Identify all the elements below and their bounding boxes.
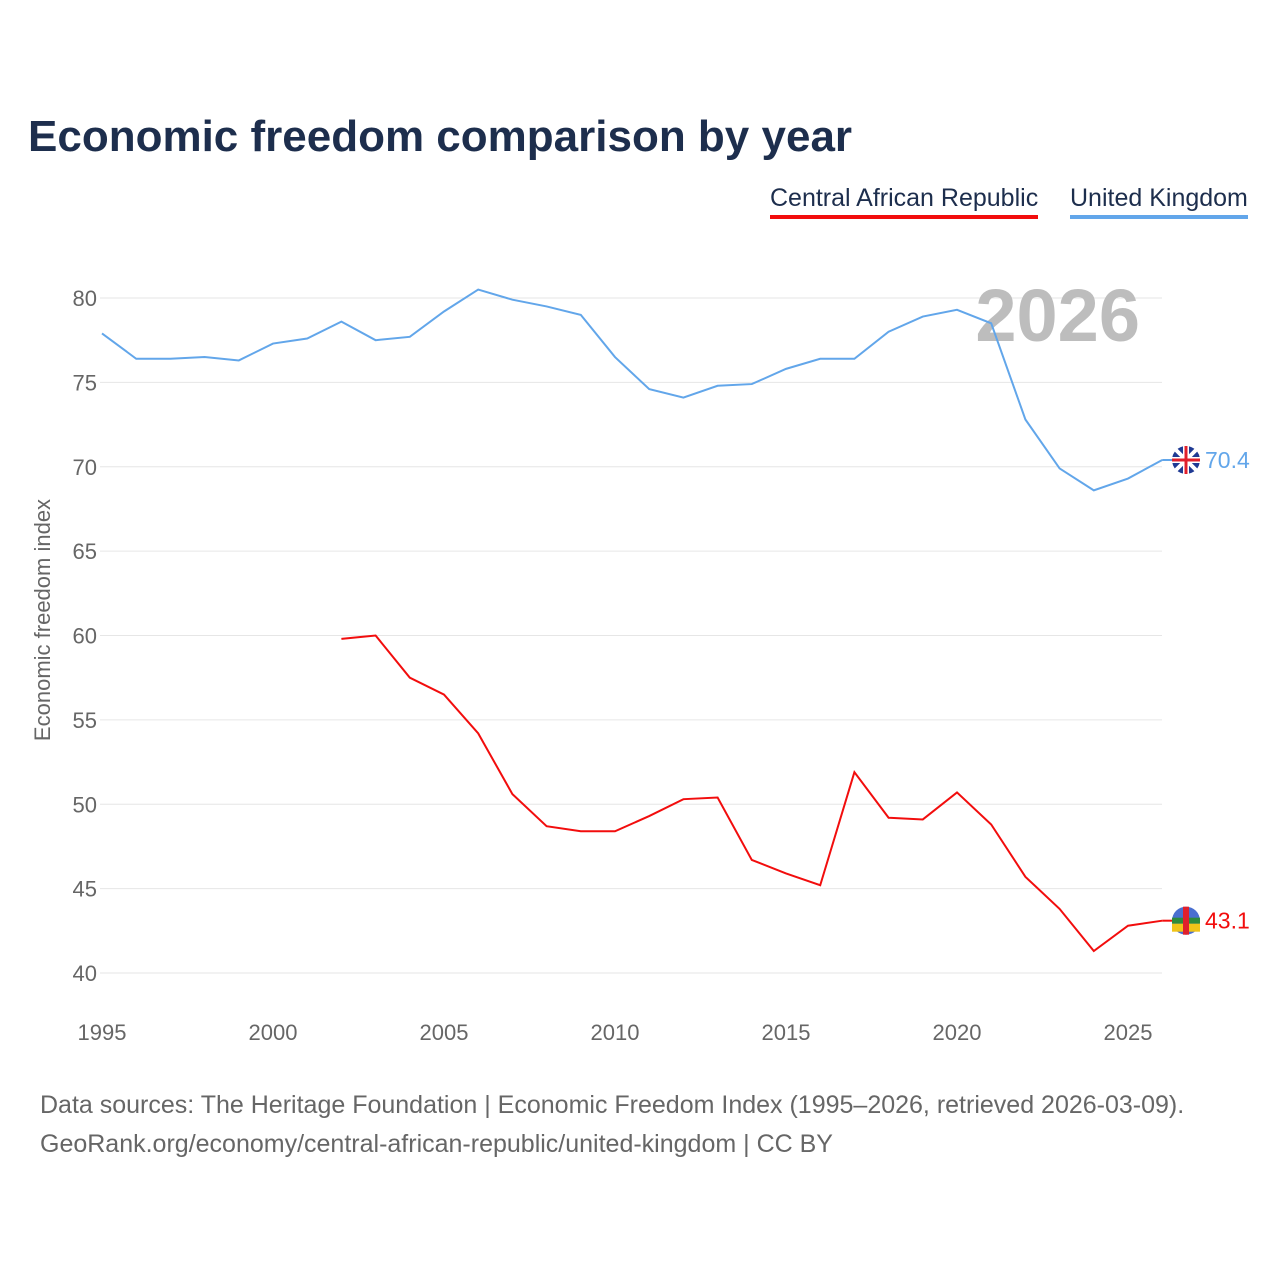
source-line-1: Data sources: The Heritage Foundation | …	[40, 1091, 1185, 1119]
flag-detail	[1183, 906, 1189, 935]
x-tick-label: 2025	[1104, 1020, 1153, 1045]
y-tick-label: 80	[73, 286, 97, 311]
x-tick-label: 2010	[591, 1020, 640, 1045]
source-note: Data sources: The Heritage Foundation | …	[40, 1086, 1184, 1164]
x-tick-label: 2005	[420, 1020, 469, 1045]
x-tick-label: 2020	[933, 1020, 982, 1045]
y-tick-label: 65	[73, 539, 97, 564]
chart-title: Economic freedom comparison by year	[28, 112, 853, 161]
source-line-2[interactable]: GeoRank.org/economy/central-african-repu…	[40, 1130, 833, 1158]
y-tick-label: 40	[73, 961, 97, 986]
x-tick-label: 2000	[249, 1020, 298, 1045]
y-tick-label: 45	[73, 877, 97, 902]
end-value-label: 43.1	[1205, 908, 1250, 934]
y-tick-label: 70	[73, 455, 97, 480]
y-tick-label: 60	[73, 624, 97, 649]
legend-united-kingdom[interactable]: United Kingdom	[1070, 184, 1248, 219]
x-tick-label: 2015	[762, 1020, 811, 1045]
y-tick-label: 55	[73, 708, 97, 733]
series-line-1	[101, 288, 1163, 492]
x-tick-label: 1995	[78, 1020, 127, 1045]
y-tick-label: 50	[73, 792, 97, 817]
y-tick-label: 75	[73, 370, 97, 395]
year-watermark: 2026	[975, 274, 1140, 357]
flag-detail	[1172, 446, 1200, 474]
end-value-label: 70.4	[1205, 447, 1250, 473]
series-line-0	[341, 634, 1163, 953]
legend-central-african-republic[interactable]: Central African Republic	[770, 184, 1039, 219]
y-axis-label: Economic freedom index	[30, 499, 55, 741]
